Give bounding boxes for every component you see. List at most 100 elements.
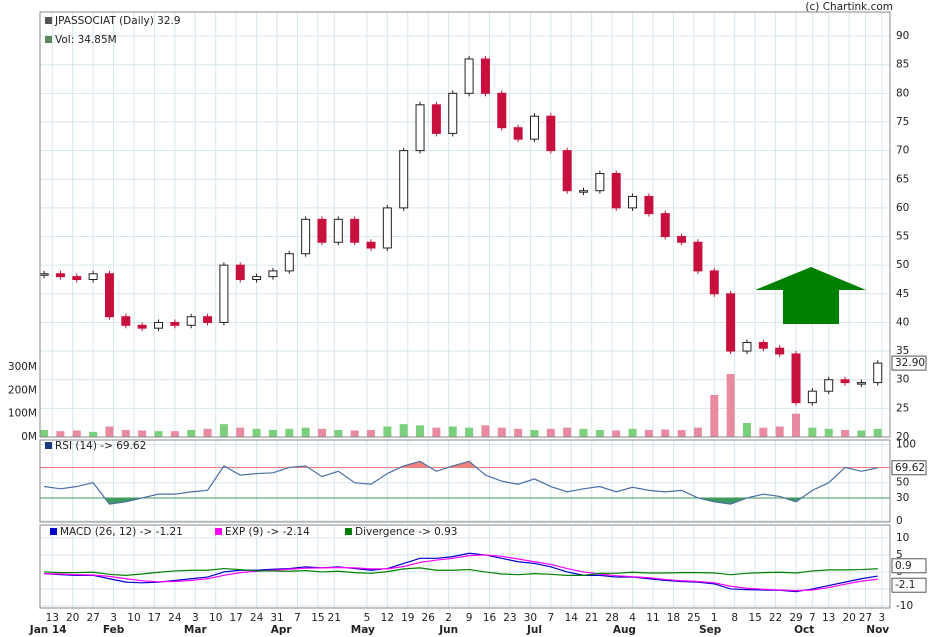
y-tick-label: 55	[896, 231, 909, 243]
volume-bar	[56, 431, 65, 437]
month-label: Sep	[699, 624, 722, 636]
candle	[775, 347, 785, 355]
volume-bar	[285, 428, 294, 437]
volume-bar	[170, 431, 179, 437]
x-tick-label: 30	[524, 612, 537, 624]
legend-label: EXP (9) -> -2.14	[225, 526, 310, 538]
month-label: Feb	[103, 624, 125, 636]
candle	[399, 150, 409, 209]
x-tick-label: 3	[192, 612, 199, 624]
y-tick-label: 20	[896, 431, 909, 443]
y-tick-label: 5	[896, 549, 903, 561]
x-tick-label: 25	[687, 612, 700, 624]
candle	[55, 273, 65, 278]
y-tick-label: 10	[896, 532, 909, 544]
y-tick-label: 60	[896, 202, 909, 214]
y-tick-label: 100M	[8, 408, 37, 420]
x-tick-label: 5	[364, 612, 371, 624]
macd-frame	[39, 524, 891, 609]
candle	[546, 115, 556, 152]
legend-icon	[45, 17, 52, 24]
y-tick-label: 85	[896, 59, 909, 71]
x-tick-label: 3	[878, 612, 885, 624]
volume-bar	[775, 426, 784, 437]
volume-bar	[693, 427, 702, 437]
x-tick-label: 22	[769, 612, 782, 624]
candle	[824, 379, 834, 392]
volume-bar	[72, 430, 81, 437]
candle	[366, 241, 376, 249]
x-tick-label: 7	[547, 612, 554, 624]
volume-bar	[154, 431, 163, 437]
candle	[677, 236, 687, 243]
candle	[219, 264, 229, 323]
volume-bar	[644, 429, 653, 437]
x-tick-label: 13	[46, 612, 59, 624]
candle	[104, 273, 114, 318]
candle	[252, 276, 262, 280]
volume-bar	[841, 429, 850, 437]
candle	[742, 341, 752, 352]
x-tick-label: 7	[809, 612, 816, 624]
x-tick-label: 10	[209, 612, 222, 624]
volume-bar	[203, 428, 212, 437]
candle	[611, 173, 621, 209]
volume-bar	[481, 425, 490, 437]
candle	[579, 190, 589, 193]
volume-bar	[432, 427, 441, 437]
last-value-box	[891, 558, 927, 574]
candle	[873, 362, 883, 384]
candle	[72, 276, 82, 280]
volume-bar	[448, 426, 457, 437]
x-tick-label: 3	[110, 612, 117, 624]
candle	[856, 382, 866, 385]
x-tick-label: 21	[585, 612, 598, 624]
volume-bar	[334, 429, 343, 437]
candle	[644, 195, 654, 215]
x-tick-label: 10	[127, 612, 140, 624]
candle	[758, 341, 768, 349]
last-value-label: 69.62	[895, 462, 925, 474]
volume-bar	[497, 427, 506, 437]
candle	[628, 195, 638, 209]
candle	[726, 293, 736, 352]
macd-line	[44, 567, 878, 576]
x-tick-label: 16	[483, 612, 497, 624]
x-tick-label: 17	[229, 612, 242, 624]
month-label: Nov	[866, 624, 889, 636]
x-tick-label: 28	[605, 612, 618, 624]
volume-bar	[677, 429, 686, 437]
x-tick-label: 15	[748, 612, 761, 624]
volume-bar	[219, 424, 228, 437]
volume-bar	[40, 429, 49, 437]
candle	[268, 270, 278, 278]
y-tick-label: 90	[896, 30, 909, 42]
y-tick-label: 30	[896, 374, 909, 386]
arrow-icon	[755, 267, 866, 324]
x-tick-label: 20	[842, 612, 855, 624]
x-tick-label: 20	[66, 612, 79, 624]
month-label: May	[351, 624, 375, 636]
candle	[203, 316, 213, 323]
last-value-label: 0.9	[895, 560, 912, 572]
price-legend: JPASSOCIAT (Daily) 32.9	[54, 15, 181, 27]
candle	[807, 390, 817, 404]
x-tick-label: 8	[731, 612, 738, 624]
x-tick-label: 21	[328, 612, 341, 624]
y-tick-label: 50	[896, 259, 909, 271]
legend-icon	[215, 528, 222, 535]
volume-bar	[595, 429, 604, 437]
x-tick-label: 12	[381, 612, 394, 624]
y-tick-label: -10	[896, 600, 913, 612]
legend-label: Divergence -> 0.93	[355, 526, 457, 538]
candle	[480, 58, 490, 94]
volume-bar	[416, 425, 425, 437]
volume-bar	[628, 428, 637, 437]
volume-bar	[187, 429, 196, 437]
candle	[448, 92, 458, 134]
volume-bar	[808, 427, 817, 437]
volume-bar	[138, 430, 147, 437]
volume-bar	[726, 373, 735, 437]
volume-legend: Vol: 34.85M	[55, 34, 117, 46]
